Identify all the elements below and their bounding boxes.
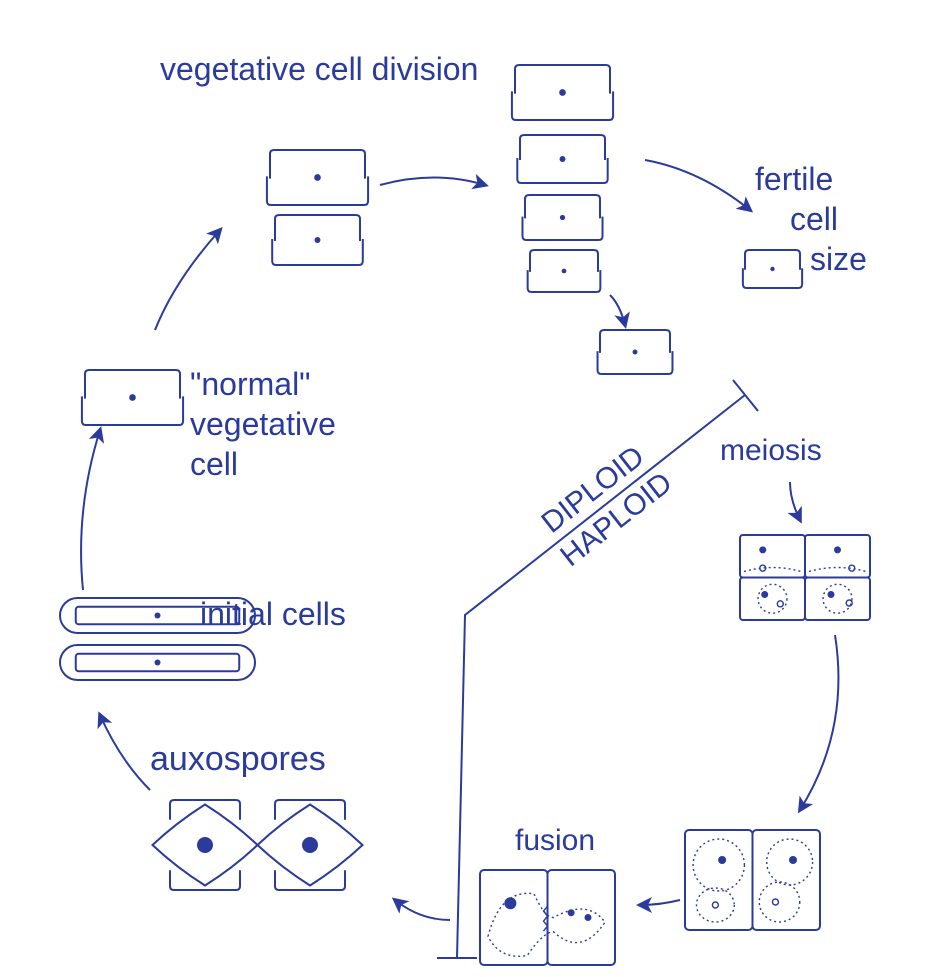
- label-initial: initial cells: [200, 596, 346, 632]
- frustule-veg_b: [272, 215, 363, 265]
- label-fertile1: fertile: [755, 161, 833, 197]
- arrow-to-initial: [100, 715, 150, 790]
- arrow-meiosis-down: [790, 482, 800, 520]
- ploidy-cap-top: [733, 380, 758, 411]
- arrow-to-top: [155, 230, 220, 330]
- frustule-div_1: [512, 65, 613, 120]
- frustule-div_4: [528, 250, 601, 292]
- gametes: [685, 830, 820, 930]
- label-normal1: "normal": [190, 366, 311, 402]
- frustule-div_2: [517, 135, 607, 183]
- label-fertile3: size: [810, 241, 867, 277]
- label-meiosis: meiosis: [720, 434, 822, 467]
- auxospore-a: [153, 800, 258, 890]
- auxospore-b: [258, 800, 363, 890]
- arrow-to-normal: [81, 430, 100, 590]
- arrow-to-fertile: [645, 160, 750, 210]
- arrow-to-fusion: [640, 900, 680, 905]
- fusion-cell: [480, 870, 615, 965]
- arrow-to-gametes: [800, 635, 838, 810]
- frustule-veg_a: [267, 150, 368, 205]
- arrow-to-auxo: [395, 900, 450, 920]
- initial-cell-b: [60, 645, 255, 680]
- ploidy-divider: DIPLOIDHAPLOID: [437, 380, 758, 958]
- meiosis-tetrad: [740, 535, 870, 620]
- arrow-to-small: [610, 295, 625, 325]
- label-normal2: vegetative: [190, 406, 336, 442]
- cell-glyphs: [60, 65, 870, 965]
- label-fertile2: cell: [790, 201, 838, 237]
- frustule-small: [598, 330, 673, 374]
- label-title: vegetative cell division: [160, 51, 478, 87]
- arrow-to-division: [380, 178, 485, 186]
- frustule-fertile: [743, 250, 802, 288]
- life-cycle-diagram: DIPLOIDHAPLOID vegetative cell division f…: [0, 0, 928, 977]
- frustule-div_3: [522, 195, 602, 240]
- label-fusion: fusion: [515, 824, 595, 857]
- frustule-normal: [82, 370, 183, 425]
- labels: vegetative cell division fertile cell size "…: [150, 51, 867, 857]
- label-normal3: cell: [190, 446, 238, 482]
- label-auxospores: auxospores: [150, 740, 326, 778]
